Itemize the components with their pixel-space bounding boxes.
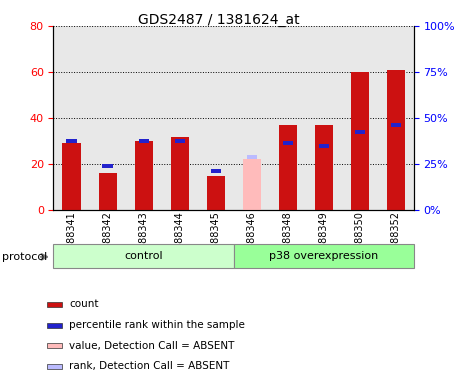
Bar [139,139,149,143]
Bar [134,141,153,210]
Bar [66,139,77,143]
Text: control: control [124,251,163,261]
Bar [234,244,414,268]
Text: value, Detection Call = ABSENT: value, Detection Call = ABSENT [69,340,234,351]
Bar [46,364,62,369]
Text: rank, Detection Call = ABSENT: rank, Detection Call = ABSENT [69,361,229,371]
Bar [46,302,62,307]
Text: count: count [69,299,99,309]
Text: p38 overexpression: p38 overexpression [269,251,379,261]
Bar [206,176,225,210]
Bar [62,143,80,210]
Text: GDS2487 / 1381624_at: GDS2487 / 1381624_at [138,13,299,27]
Bar [279,125,297,210]
Text: protocol: protocol [2,252,47,262]
Bar [283,141,293,146]
Bar [319,144,329,148]
Bar [387,70,405,210]
Text: percentile rank within the sample: percentile rank within the sample [69,320,245,330]
Bar [102,164,113,168]
Bar [171,136,189,210]
Bar [243,159,261,210]
Bar [174,139,185,143]
Bar [351,72,369,210]
Bar [53,244,234,268]
Bar [315,125,333,210]
Bar [246,155,257,159]
Bar [46,322,62,327]
Bar [355,130,365,134]
Bar [391,123,401,127]
Bar [211,169,221,173]
Bar [46,343,62,348]
Bar [99,173,117,210]
